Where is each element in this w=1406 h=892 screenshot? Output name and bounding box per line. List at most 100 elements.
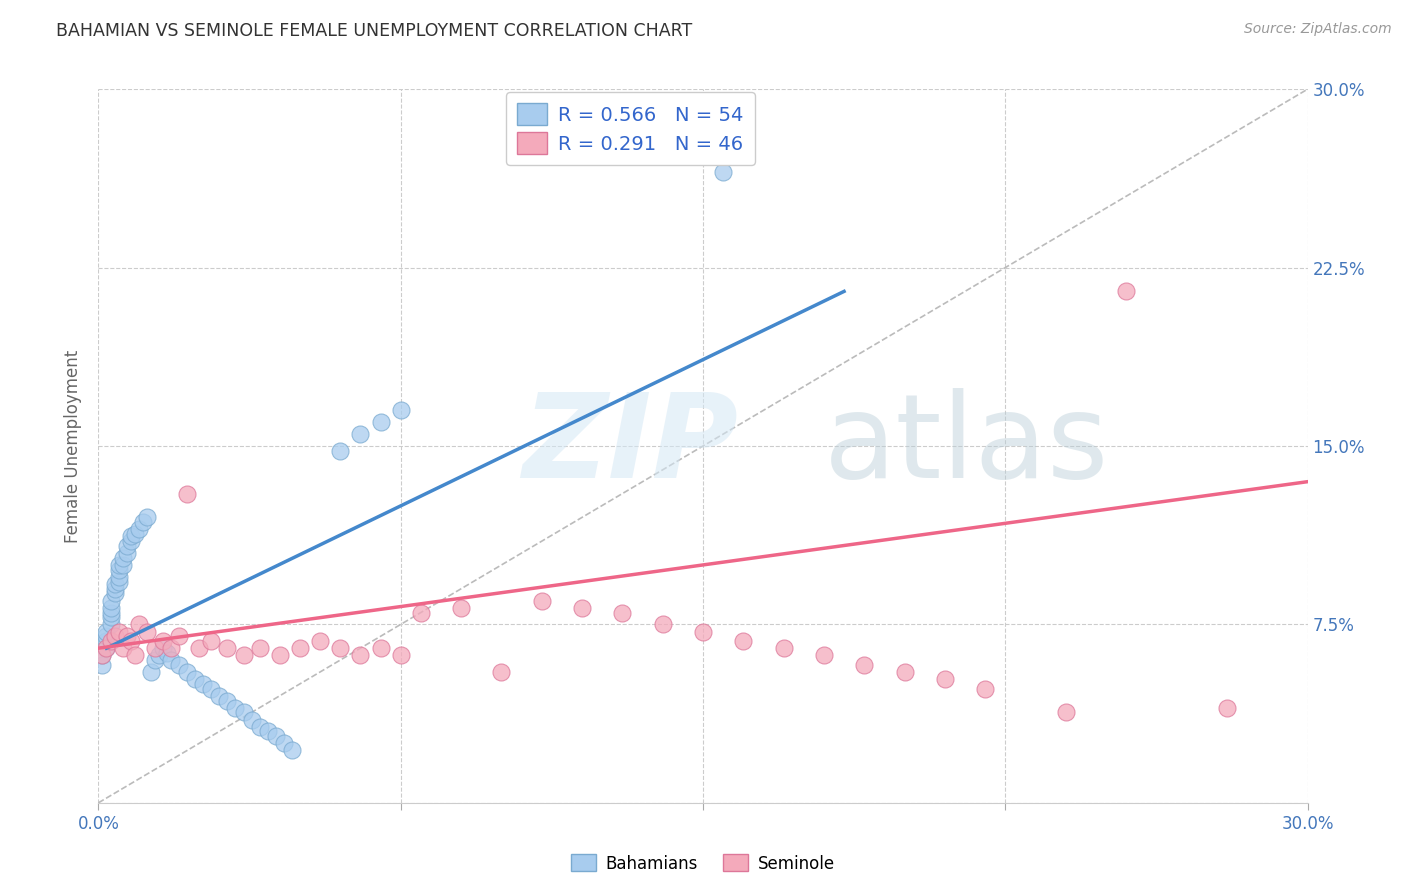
Point — [120, 529, 142, 543]
Point — [281, 743, 304, 757]
Point — [103, 582, 125, 596]
Point — [143, 653, 166, 667]
Point — [124, 527, 146, 541]
Point — [103, 629, 125, 643]
Point — [167, 657, 190, 672]
Point — [96, 641, 118, 656]
Point — [152, 641, 174, 656]
Point — [651, 617, 673, 632]
Text: BAHAMIAN VS SEMINOLE FEMALE UNEMPLOYMENT CORRELATION CHART: BAHAMIAN VS SEMINOLE FEMALE UNEMPLOYMENT… — [56, 22, 693, 40]
Text: ZIP: ZIP — [523, 389, 738, 503]
Point — [329, 443, 352, 458]
Point — [612, 606, 634, 620]
Point — [132, 515, 155, 529]
Point — [160, 641, 183, 656]
Point — [273, 736, 295, 750]
Text: atlas: atlas — [824, 389, 1109, 503]
Point — [772, 641, 794, 656]
Point — [370, 641, 392, 656]
Point — [217, 641, 239, 656]
Point — [389, 403, 412, 417]
Point — [120, 634, 142, 648]
Point — [1054, 706, 1077, 720]
Point — [217, 693, 239, 707]
Point — [176, 486, 198, 500]
Point — [100, 617, 122, 632]
Point — [96, 629, 118, 643]
Point — [853, 657, 876, 672]
Legend: R = 0.566   N = 54, R = 0.291   N = 46: R = 0.566 N = 54, R = 0.291 N = 46 — [506, 92, 755, 165]
Point — [176, 665, 198, 679]
Point — [200, 681, 222, 696]
Point — [269, 648, 291, 663]
Point — [111, 550, 134, 565]
Point — [167, 629, 190, 643]
Point — [100, 600, 122, 615]
Point — [256, 724, 278, 739]
Point — [96, 641, 118, 656]
Point — [156, 646, 179, 660]
Point — [152, 634, 174, 648]
Point — [120, 534, 142, 549]
Point — [974, 681, 997, 696]
Point — [224, 700, 246, 714]
Point — [1115, 285, 1137, 299]
Point — [107, 574, 129, 589]
Point — [349, 427, 371, 442]
Text: Source: ZipAtlas.com: Source: ZipAtlas.com — [1244, 22, 1392, 37]
Point — [91, 657, 114, 672]
Point — [193, 677, 215, 691]
Point — [115, 546, 138, 560]
Point — [100, 610, 122, 624]
Point — [139, 665, 162, 679]
Point — [450, 600, 472, 615]
Point — [530, 593, 553, 607]
Point — [491, 665, 513, 679]
Point — [188, 641, 211, 656]
Point — [100, 593, 122, 607]
Point — [135, 624, 157, 639]
Point — [240, 713, 263, 727]
Point — [111, 641, 134, 656]
Point — [184, 672, 207, 686]
Point — [232, 648, 254, 663]
Point — [692, 624, 714, 639]
Point — [107, 558, 129, 572]
Point — [107, 563, 129, 577]
Point — [733, 634, 755, 648]
Legend: Bahamians, Seminole: Bahamians, Seminole — [564, 847, 842, 880]
Point — [571, 600, 593, 615]
Point — [329, 641, 352, 656]
Point — [135, 510, 157, 524]
Point — [124, 648, 146, 663]
Point — [107, 624, 129, 639]
Point — [148, 648, 170, 663]
Point — [232, 706, 254, 720]
Y-axis label: Female Unemployment: Female Unemployment — [65, 350, 83, 542]
Point — [893, 665, 915, 679]
Point — [128, 617, 150, 632]
Point — [103, 577, 125, 591]
Point — [128, 522, 150, 536]
Point — [288, 641, 311, 656]
Point — [1216, 700, 1239, 714]
Point — [200, 634, 222, 648]
Point — [309, 634, 332, 648]
Point — [111, 558, 134, 572]
Point — [711, 165, 734, 179]
Point — [249, 720, 271, 734]
Point — [409, 606, 432, 620]
Point — [91, 648, 114, 663]
Point — [389, 648, 412, 663]
Point — [934, 672, 956, 686]
Point — [208, 689, 231, 703]
Point — [96, 624, 118, 639]
Point — [100, 606, 122, 620]
Point — [96, 634, 118, 648]
Point — [349, 648, 371, 663]
Point — [91, 648, 114, 663]
Point — [160, 653, 183, 667]
Point — [115, 539, 138, 553]
Point — [100, 634, 122, 648]
Point — [115, 629, 138, 643]
